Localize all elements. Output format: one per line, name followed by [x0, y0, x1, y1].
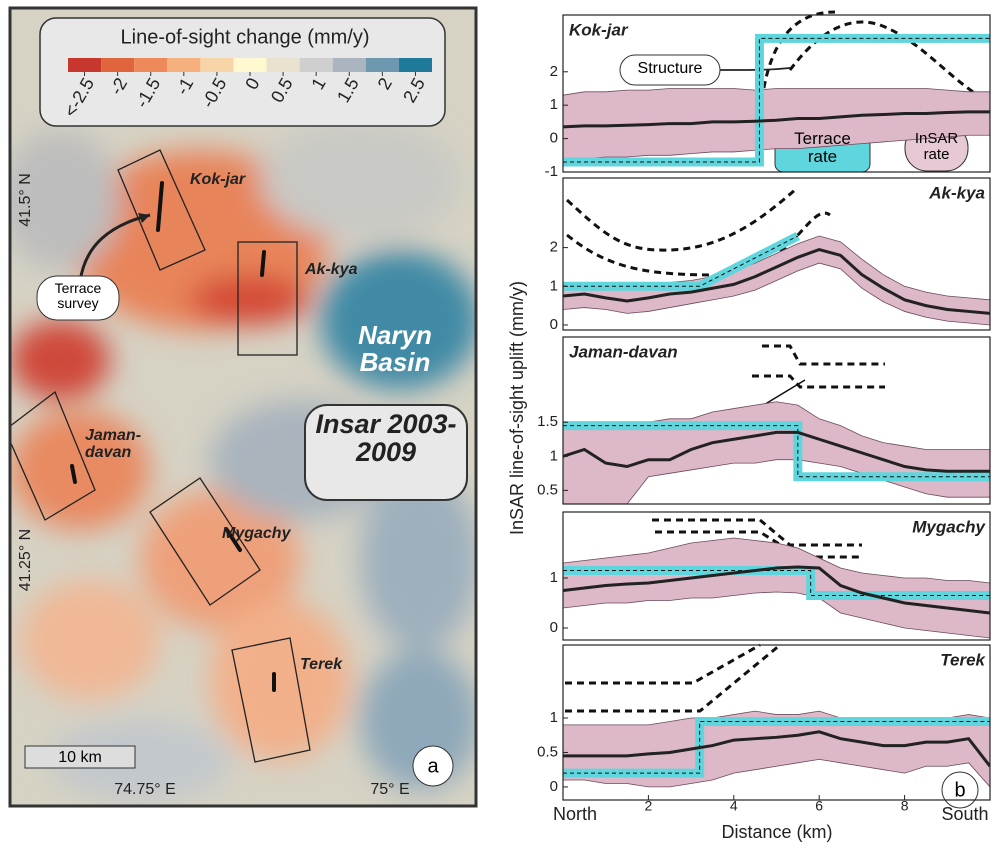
longitude-label: 75° E: [370, 781, 409, 798]
site-label: Terek: [300, 656, 343, 673]
x-axis-label: Distance (km): [721, 822, 832, 842]
y-tick-label: 1: [550, 277, 558, 294]
site-label: Ak-kya: [304, 261, 358, 278]
site-label: Jaman-davan: [85, 428, 157, 462]
legend-title: Line-of-sight change (mm/y): [121, 26, 370, 48]
uncertainty-band: [563, 402, 990, 504]
x-tick-label: North: [553, 804, 597, 824]
y-tick-label: 1.5: [537, 413, 558, 430]
panel-label: a: [427, 755, 439, 777]
chart-title: Terek: [940, 650, 986, 669]
y-tick-label: 1: [550, 709, 558, 726]
legend-swatch: [200, 58, 233, 72]
x-tick-label: South: [941, 804, 988, 824]
y-tick-label: 0: [550, 130, 558, 147]
x-tick-label: 8: [901, 798, 909, 814]
y-tick-label: 0.5: [537, 743, 558, 760]
chart-title: Mygachy: [912, 517, 986, 536]
legend-swatch: [366, 58, 399, 72]
y-tick-label: 1: [550, 447, 558, 464]
dataset-label: Insar 2003-2009: [308, 410, 464, 467]
y-tick-label: 0: [550, 316, 558, 333]
annotation-label: Structure: [622, 61, 718, 78]
legend-swatch: [167, 58, 200, 72]
panel-label: b: [954, 779, 965, 801]
site-label: Kok-jar: [190, 171, 246, 188]
legend-swatch: [101, 58, 134, 72]
scale-label: 10 km: [58, 749, 102, 766]
profile-plot: [563, 538, 990, 638]
y-tick-label: 2: [550, 239, 558, 256]
site-label: Mygachy: [222, 525, 292, 542]
chart-title: Ak-kya: [928, 183, 985, 202]
legend-swatch: [399, 58, 432, 72]
longitude-label: 74.75° E: [114, 781, 176, 798]
legend-swatch: [333, 58, 366, 72]
y-tick-label: 1: [550, 569, 558, 586]
y-tick-label: 1: [550, 96, 558, 113]
y-axis-label: InSAR line-of-sight uplift (mm/y): [507, 281, 527, 535]
y-tick-label: 0: [550, 778, 558, 795]
latitude-label: 41.25° N: [17, 529, 34, 591]
profile-plot: [563, 711, 990, 787]
legend-swatch: [68, 58, 101, 72]
annotation-label: Terrace rate: [790, 130, 855, 166]
figure-canvas: Line-of-sight change (mm/y) a 10 km Kok-…: [0, 0, 997, 848]
profile-plot: [563, 402, 990, 504]
profile-plot: [563, 236, 990, 325]
uncertainty-band: [563, 538, 990, 638]
figure: Line-of-sight change (mm/y) a 10 km Kok-…: [0, 0, 997, 848]
legend-swatch: [267, 58, 300, 72]
legend-swatch: [233, 58, 266, 72]
legend-swatch: [300, 58, 333, 72]
y-tick-label: 0: [550, 619, 558, 636]
callout-label: Terrace survey: [39, 281, 117, 310]
chart-title: Jaman-davan: [569, 342, 678, 361]
chart-title: Kok-jar: [569, 20, 629, 39]
x-tick-label: 4: [730, 798, 738, 814]
legend-swatch: [134, 58, 167, 72]
map: [0, 8, 480, 806]
latitude-label: 41.5° N: [17, 173, 34, 227]
y-tick-label: 0.5: [537, 481, 558, 498]
basin-label: Naryn Basin: [345, 322, 445, 377]
y-tick-label: 2: [550, 63, 558, 80]
x-tick-label: 2: [645, 798, 653, 814]
annotation-label: InSAR rate: [908, 131, 965, 163]
y-tick-label: -1: [545, 163, 558, 180]
x-tick-label: 6: [815, 798, 823, 814]
